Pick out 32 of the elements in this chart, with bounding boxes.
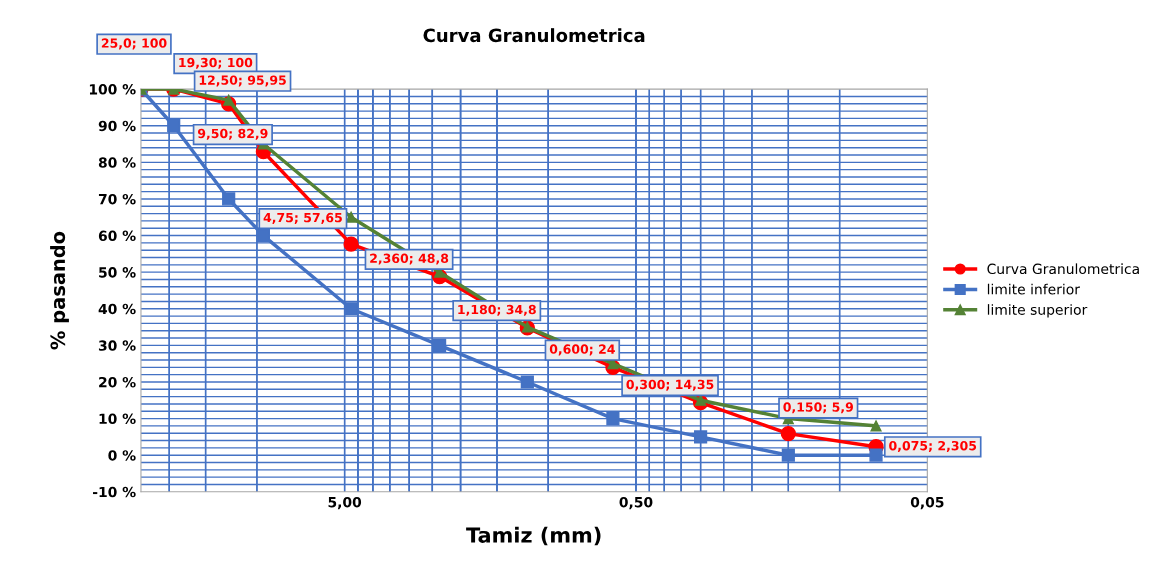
y-tick-label: 40 %	[98, 303, 136, 315]
data-label: 19,30; 100	[179, 57, 253, 69]
y-tick-label: 50 %	[99, 267, 136, 278]
data-label: 12,50; 95,95	[199, 75, 286, 87]
y-tick-label: 70 %	[98, 193, 136, 205]
legend-label: Curva Granulometrica	[987, 263, 1139, 275]
legend-label: limite superior	[987, 304, 1088, 318]
y-tick-label: 80 %	[98, 157, 136, 168]
data-label: 0,150; 5,9	[783, 402, 853, 414]
legend-label: limite inferior	[987, 283, 1080, 295]
y-tick-label: 100 %	[89, 84, 136, 95]
y-tick-label: 0 %	[108, 450, 136, 461]
data-label: 0,600; 24	[549, 344, 615, 356]
x-tick-label: 0,05	[910, 496, 944, 510]
x-tick-label: 5,00	[328, 496, 362, 510]
y-axis-title: % pasando	[50, 231, 69, 350]
y-tick-label: 90 %	[98, 120, 136, 132]
y-tick-label: 30 %	[98, 340, 136, 351]
data-label: 9,50; 82,9	[197, 128, 268, 140]
y-tick-label: 10 %	[99, 413, 136, 425]
x-axis-title: Tamiz (mm)	[466, 526, 601, 546]
y-tick-label: 20 %	[99, 376, 136, 388]
chart-title: Curva Granulometrica	[423, 28, 645, 43]
y-tick-label: 60 %	[98, 230, 136, 242]
data-label: 25,0; 100	[101, 38, 167, 50]
data-label: 1,180; 34,8	[458, 304, 536, 316]
x-tick-label: 0,50	[619, 496, 653, 510]
data-label: 0,300; 14,35	[626, 379, 714, 391]
data-label: 0,075; 2,305	[889, 440, 977, 452]
y-tick-label: -10 %	[93, 486, 136, 498]
data-label: 4,75; 57,65	[263, 212, 342, 224]
data-label: 2,360; 48,8	[370, 253, 449, 265]
